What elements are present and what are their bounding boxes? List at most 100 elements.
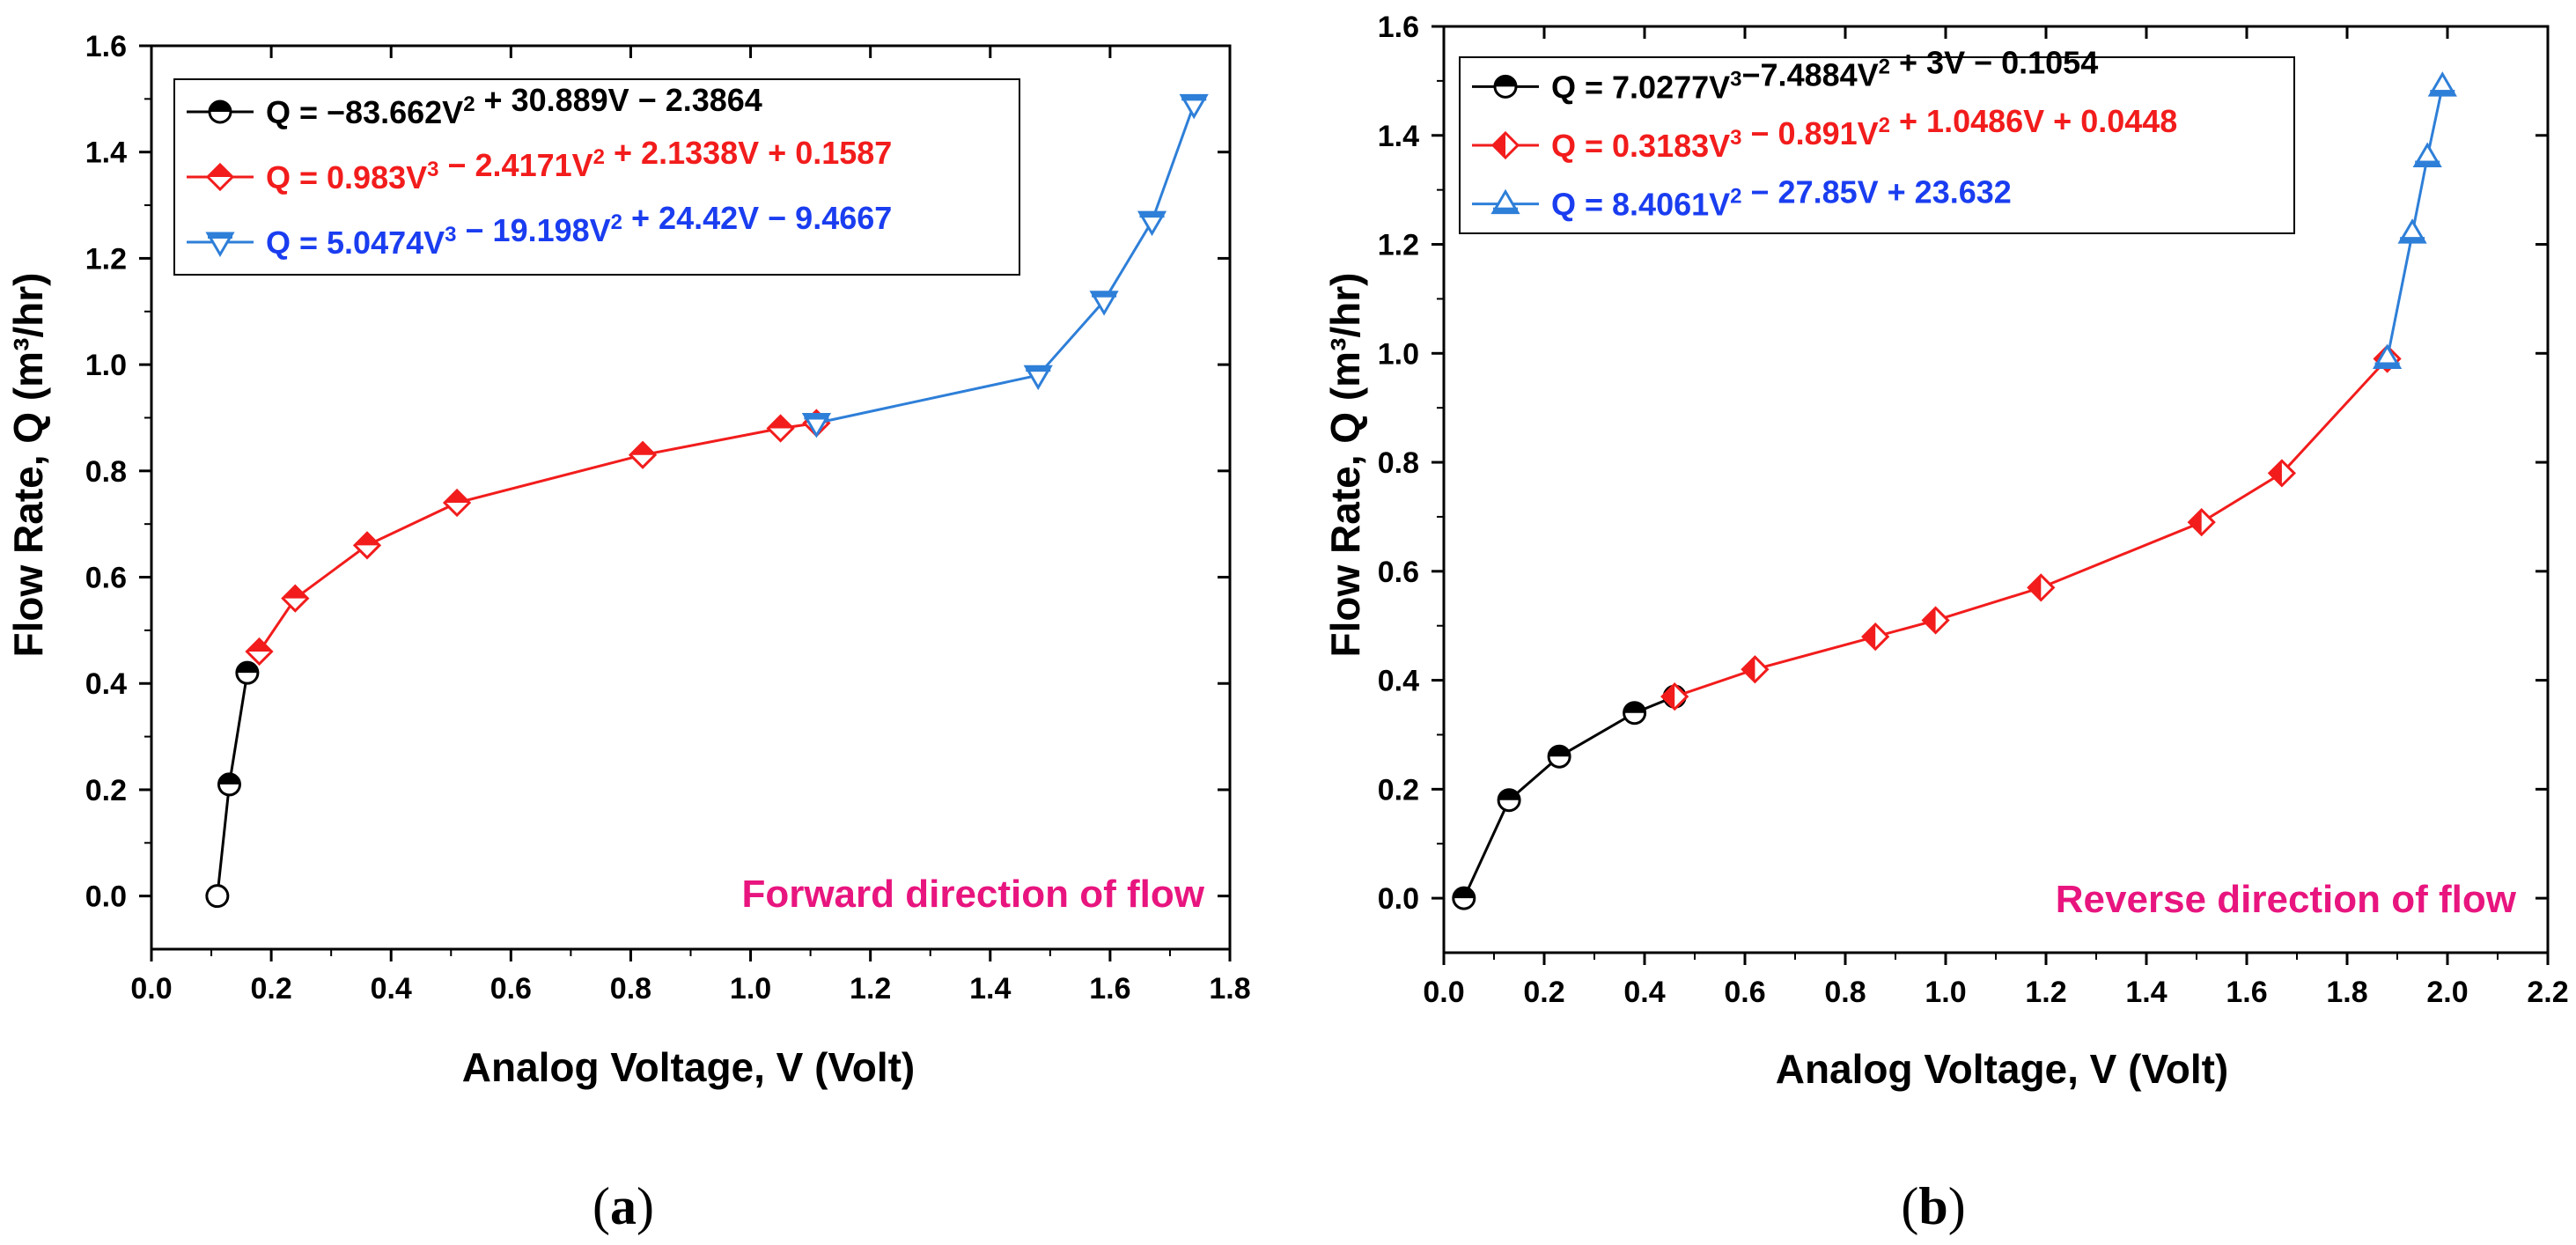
y-tick-label: 1.2 — [85, 242, 127, 276]
legend-box — [1459, 56, 2295, 234]
x-tick-label: 1.4 — [2125, 976, 2167, 1009]
series-1 — [1660, 344, 2402, 711]
legend-entry-2: Q = 8.4061V2 − 27.85V + 23.632 — [1551, 174, 2012, 223]
x-tick-label: 0.2 — [1523, 976, 1564, 1009]
data-point-0-fill — [247, 639, 272, 652]
data-point-1-fill — [218, 773, 240, 785]
data-point-2-fill — [1549, 746, 1571, 757]
data-point-5-fill — [2189, 510, 2202, 535]
data-point-3-fill — [445, 490, 470, 504]
x-tick-label: 1.2 — [850, 972, 891, 1006]
x-tick-label: 1.4 — [969, 972, 1011, 1006]
y-tick-label: 1.4 — [85, 136, 127, 170]
x-tick-label: 1.2 — [2025, 976, 2066, 1009]
legend-entry-1: Q = 0.983V3 − 2.4171V2 + 2.1338V + 0.158… — [266, 135, 892, 195]
x-tick-label: 1.6 — [2226, 976, 2267, 1009]
x-tick-label: 1.8 — [2326, 976, 2367, 1009]
y-tick-label: 1.0 — [1378, 337, 1419, 371]
annotation-text: Reverse direction of flow — [2056, 878, 2517, 921]
series-0 — [1452, 684, 1687, 910]
annotation-text: Forward direction of flow — [741, 873, 1204, 916]
data-point-0 — [205, 884, 230, 909]
legend-entry-0: Q = −83.662V2 + 30.889V − 2.3864 — [266, 82, 762, 130]
data-point-1-fill — [1493, 207, 1518, 213]
y-tick-label: 0.6 — [1378, 556, 1419, 589]
y-tick-label: 0.0 — [1378, 882, 1419, 916]
y-tick-label: 0.8 — [85, 455, 127, 489]
data-point-0-fill — [2374, 362, 2400, 368]
series-2 — [2372, 71, 2457, 369]
data-point-2-fill — [355, 533, 379, 546]
panel-label: (a) — [592, 1177, 654, 1235]
data-point-1-fill — [2400, 237, 2425, 243]
legend: Q = −83.662V2 + 30.889V − 2.3864 Q = 0.98… — [173, 78, 1020, 276]
legend-box — [173, 78, 1020, 276]
data-point-2-fill — [1863, 624, 1876, 650]
x-tick-label: 1.8 — [1209, 972, 1250, 1006]
y-tick-label: 0.6 — [85, 562, 127, 595]
x-tick-label: 0.0 — [130, 972, 172, 1006]
series-line — [1674, 357, 2388, 698]
data-point-1-fill — [208, 233, 232, 239]
x-tick-label: 0.4 — [1623, 976, 1665, 1009]
series-line — [1462, 695, 1675, 899]
x-axis-label: Analog Voltage, V (Volt) — [462, 1044, 916, 1090]
y-tick-label: 0.2 — [1378, 773, 1419, 807]
x-tick-label: 0.2 — [250, 972, 291, 1006]
y-tick-label: 0.4 — [85, 667, 127, 701]
data-point-1-fill — [1495, 76, 1516, 87]
x-tick-label: 1.0 — [730, 972, 771, 1006]
legend-entry-1: Q = 0.3183V3 − 0.891V2 + 1.0486V + 0.044… — [1551, 103, 2177, 164]
data-point-2-fill — [1092, 291, 1117, 298]
y-tick-label: 0.4 — [1378, 665, 1419, 698]
legend-entry-0: Q = 7.0277V3−7.4884V2 + 3V − 0.1054 — [1551, 44, 2098, 105]
x-tick-label: 0.4 — [371, 972, 412, 1006]
data-point-1-fill — [1742, 657, 1755, 682]
y-axis-label: Flow Rate, Q (m³/hr) — [5, 273, 51, 658]
data-point-3-fill — [1923, 608, 1936, 633]
data-point-1-fill — [210, 101, 231, 112]
y-tick-label: 0.0 — [85, 880, 127, 914]
data-point-0-fill — [1453, 888, 1475, 899]
y-tick-label: 1.4 — [1378, 120, 1419, 153]
x-axis-label: Analog Voltage, V (Volt) — [1776, 1046, 2229, 1092]
panel-label: (b) — [1901, 1177, 1965, 1235]
series-1 — [245, 409, 831, 667]
x-tick-label: 0.6 — [1724, 976, 1765, 1009]
data-point-0-fill — [804, 414, 829, 420]
x-tick-label: 0.6 — [490, 972, 532, 1006]
data-point-1-fill — [1493, 133, 1505, 158]
y-tick-label: 1.6 — [85, 30, 127, 63]
y-tick-label: 1.0 — [85, 349, 127, 382]
data-point-1-fill — [283, 586, 308, 599]
x-tick-label: 1.6 — [1089, 972, 1130, 1006]
x-tick-label: 2.2 — [2527, 976, 2568, 1009]
data-point-1-fill — [1026, 366, 1051, 372]
x-tick-label: 2.0 — [2426, 976, 2468, 1009]
x-tick-label: 0.8 — [610, 972, 651, 1006]
series-line — [258, 422, 817, 652]
data-point-0-fill — [1662, 684, 1675, 710]
data-point-1-fill — [1498, 789, 1520, 800]
data-point-1-fill — [208, 165, 232, 177]
y-tick-label: 1.2 — [1378, 229, 1419, 262]
data-point-3-fill — [1139, 212, 1165, 218]
y-tick-label: 0.8 — [1378, 446, 1419, 480]
y-tick-label: 1.6 — [1378, 11, 1419, 44]
y-axis-label: Flow Rate, Q (m³/hr) — [1322, 273, 1368, 658]
data-point-2-fill — [236, 662, 258, 674]
data-point-5-fill — [768, 416, 793, 429]
chart-panel-a: 0.0 0.2 0.4 0.6 0.8 1.0 1.2 1.4 1.6 1.8 0.0 0.2 0.4 0… — [5, 30, 1251, 1235]
data-point-3-fill — [1623, 702, 1645, 713]
data-point-6-fill — [2269, 460, 2282, 486]
x-tick-label: 1.0 — [1925, 976, 1966, 1009]
data-point-3-fill — [2430, 90, 2455, 96]
y-tick-label: 0.2 — [85, 774, 127, 807]
series-0 — [205, 660, 260, 909]
x-tick-label: 0.0 — [1423, 976, 1464, 1009]
series-line — [2386, 85, 2444, 359]
data-point-4-fill — [1181, 95, 1207, 101]
series-2 — [801, 93, 1209, 438]
